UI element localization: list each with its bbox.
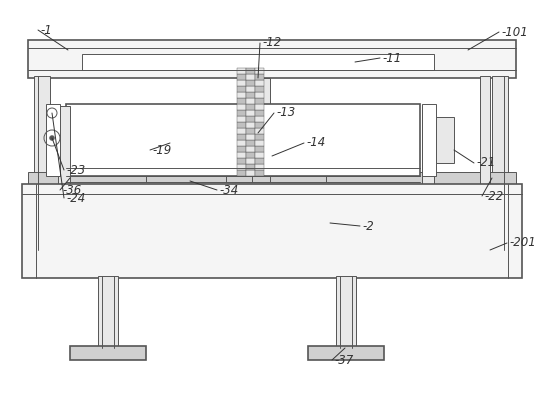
Text: -19: -19 bbox=[152, 143, 171, 156]
Bar bbox=[66, 104, 420, 176]
Bar bbox=[246, 152, 255, 158]
Bar bbox=[246, 146, 255, 152]
Bar bbox=[246, 98, 255, 104]
Bar bbox=[255, 92, 264, 98]
Text: -11: -11 bbox=[382, 51, 401, 64]
Text: -37: -37 bbox=[334, 354, 353, 367]
Bar bbox=[237, 80, 246, 86]
Bar bbox=[246, 134, 255, 140]
Bar bbox=[336, 276, 356, 348]
Text: -23: -23 bbox=[66, 163, 85, 176]
Bar bbox=[246, 128, 255, 134]
Bar bbox=[28, 40, 516, 78]
Text: -34: -34 bbox=[219, 184, 238, 196]
Circle shape bbox=[50, 135, 54, 140]
Text: -14: -14 bbox=[306, 137, 325, 150]
Bar bbox=[255, 74, 264, 80]
Bar bbox=[246, 74, 255, 80]
Bar bbox=[82, 54, 434, 70]
Bar bbox=[58, 106, 70, 186]
Text: -36: -36 bbox=[62, 184, 81, 196]
Bar bbox=[248, 110, 274, 122]
Bar bbox=[246, 104, 255, 110]
Bar bbox=[252, 114, 270, 158]
Bar bbox=[237, 170, 246, 176]
Bar bbox=[237, 158, 246, 164]
Bar bbox=[255, 116, 264, 122]
Bar bbox=[422, 106, 434, 186]
Bar bbox=[70, 346, 146, 360]
Bar bbox=[237, 128, 246, 134]
Text: -201: -201 bbox=[509, 237, 536, 250]
Bar bbox=[34, 76, 50, 250]
Bar bbox=[255, 122, 264, 128]
Bar bbox=[255, 80, 264, 86]
Bar bbox=[422, 104, 436, 176]
Bar bbox=[237, 122, 246, 128]
Bar bbox=[237, 146, 246, 152]
Bar bbox=[255, 134, 264, 140]
Text: -13: -13 bbox=[276, 107, 295, 120]
Bar bbox=[246, 116, 255, 122]
Bar bbox=[255, 86, 264, 92]
Bar bbox=[28, 172, 516, 186]
Bar bbox=[246, 140, 255, 146]
Text: -2: -2 bbox=[362, 219, 374, 232]
Bar bbox=[22, 184, 522, 278]
Bar bbox=[252, 78, 270, 114]
Bar bbox=[237, 98, 246, 104]
Bar bbox=[255, 152, 264, 158]
Text: -21: -21 bbox=[476, 156, 495, 170]
Bar bbox=[255, 98, 264, 104]
Bar bbox=[255, 146, 264, 152]
Text: -101: -101 bbox=[501, 25, 528, 38]
Bar bbox=[246, 68, 255, 74]
Bar bbox=[237, 74, 246, 80]
Bar bbox=[237, 110, 246, 116]
Bar bbox=[46, 104, 60, 176]
Bar bbox=[237, 104, 246, 110]
Bar bbox=[255, 104, 264, 110]
Bar bbox=[246, 110, 255, 116]
Text: -24: -24 bbox=[66, 191, 85, 204]
Text: -1: -1 bbox=[40, 23, 52, 36]
Bar bbox=[255, 68, 264, 74]
Bar bbox=[308, 346, 384, 360]
Bar bbox=[492, 76, 508, 250]
Bar bbox=[237, 152, 246, 158]
Text: -22: -22 bbox=[484, 189, 503, 202]
Bar bbox=[246, 158, 255, 164]
Bar bbox=[255, 164, 264, 170]
Bar bbox=[237, 134, 246, 140]
Bar bbox=[436, 117, 454, 163]
Bar bbox=[246, 164, 255, 170]
Bar bbox=[246, 80, 255, 86]
Bar bbox=[237, 116, 246, 122]
Bar bbox=[237, 92, 246, 98]
Bar bbox=[480, 76, 490, 250]
Bar bbox=[255, 110, 264, 116]
Bar bbox=[237, 86, 246, 92]
Bar bbox=[255, 158, 264, 164]
Bar bbox=[246, 122, 255, 128]
Bar bbox=[237, 68, 246, 74]
Bar bbox=[246, 170, 255, 176]
Bar bbox=[255, 140, 264, 146]
Bar bbox=[237, 164, 246, 170]
Bar bbox=[246, 86, 255, 92]
Bar bbox=[246, 92, 255, 98]
Text: -12: -12 bbox=[262, 36, 281, 49]
Bar bbox=[255, 128, 264, 134]
Bar bbox=[255, 170, 264, 176]
Bar bbox=[98, 276, 118, 348]
Bar bbox=[237, 140, 246, 146]
